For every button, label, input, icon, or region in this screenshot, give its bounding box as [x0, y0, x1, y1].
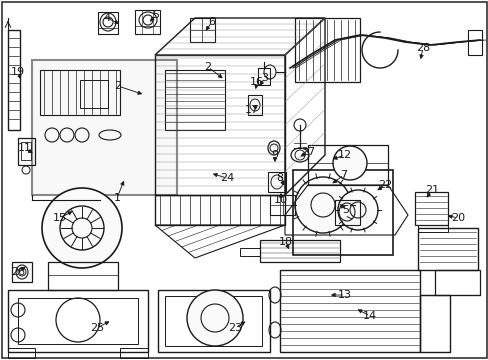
Text: 10: 10: [273, 195, 287, 205]
Bar: [292, 170, 392, 255]
Text: 6: 6: [208, 17, 215, 27]
Text: 25: 25: [90, 323, 104, 333]
Text: 18: 18: [278, 237, 292, 247]
Circle shape: [337, 190, 377, 230]
Circle shape: [332, 146, 366, 180]
Text: 7: 7: [340, 170, 347, 180]
Text: 11: 11: [18, 143, 32, 153]
Text: 9: 9: [271, 150, 278, 160]
Text: 5: 5: [152, 10, 159, 20]
Bar: [40, 70, 120, 115]
Text: 23: 23: [227, 323, 242, 333]
Bar: [32, 60, 177, 195]
Text: 21: 21: [424, 185, 438, 195]
Text: 13: 13: [337, 290, 351, 300]
Text: 2: 2: [114, 81, 122, 91]
Text: 1: 1: [113, 193, 120, 203]
Text: 16: 16: [249, 77, 264, 87]
Text: 22: 22: [377, 180, 391, 190]
Text: 19: 19: [11, 67, 25, 77]
Text: 26: 26: [11, 267, 25, 277]
Text: 27: 27: [300, 147, 314, 157]
Bar: [21, 142, 31, 160]
Text: 3: 3: [261, 73, 268, 83]
Text: 15: 15: [53, 213, 67, 223]
Text: 2: 2: [204, 62, 211, 72]
Text: 20: 20: [450, 213, 464, 223]
Text: 5: 5: [342, 205, 349, 215]
Text: 4: 4: [103, 13, 110, 23]
Text: 12: 12: [337, 150, 351, 160]
Bar: [80, 80, 108, 108]
Text: 28: 28: [415, 43, 429, 53]
Text: 8: 8: [276, 173, 283, 183]
Text: 14: 14: [362, 311, 376, 321]
Circle shape: [42, 188, 122, 268]
Text: 17: 17: [244, 105, 259, 115]
Circle shape: [186, 290, 243, 346]
Text: 24: 24: [220, 173, 234, 183]
Circle shape: [294, 177, 350, 233]
